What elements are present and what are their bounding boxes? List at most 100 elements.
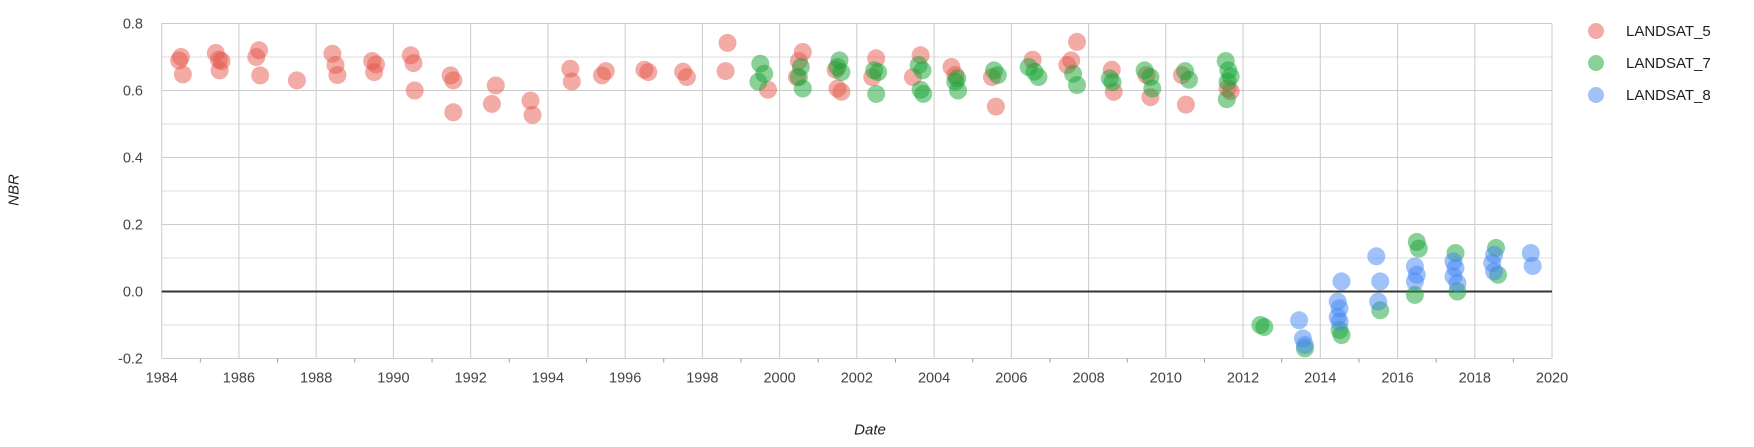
data-point-landsat_5[interactable] [251, 66, 270, 85]
landsat-7-swatch-icon [1588, 55, 1604, 71]
legend-item-landsat-5[interactable]: LANDSAT_5 [1588, 20, 1711, 42]
data-point-landsat_5[interactable] [716, 62, 735, 81]
data-point-landsat_8[interactable] [1405, 272, 1424, 291]
legend-item-landsat-7[interactable]: LANDSAT_7 [1588, 52, 1711, 74]
x-tick-label: 1986 [223, 371, 255, 387]
data-point-landsat_8[interactable] [1448, 274, 1467, 293]
data-point-landsat_5[interactable] [404, 54, 423, 72]
data-point-landsat_5[interactable] [832, 82, 851, 101]
data-point-landsat_7[interactable] [1029, 68, 1048, 87]
x-tick-label: 2000 [763, 371, 795, 387]
data-point-landsat_7[interactable] [914, 84, 933, 103]
data-point-landsat_5[interactable] [523, 106, 542, 124]
data-point-landsat_8[interactable] [1371, 272, 1390, 291]
x-tick-label: 2018 [1459, 371, 1491, 387]
y-tick-label: 0.4 [123, 151, 143, 167]
data-point-landsat_7[interactable] [1068, 76, 1086, 95]
data-point-landsat_5[interactable] [639, 63, 658, 82]
data-point-landsat_8[interactable] [1523, 257, 1542, 275]
data-point-landsat_5[interactable] [210, 61, 229, 80]
data-point-landsat_7[interactable] [1180, 70, 1198, 89]
data-point-landsat_8[interactable] [1332, 272, 1351, 291]
data-point-landsat_5[interactable] [172, 48, 190, 66]
data-point-landsat_5[interactable] [986, 97, 1005, 116]
data-point-landsat_5[interactable] [1062, 51, 1081, 70]
data-point-landsat_5[interactable] [793, 43, 812, 61]
data-point-landsat_8[interactable] [1485, 262, 1504, 281]
data-point-landsat_5[interactable] [173, 65, 192, 84]
x-tick-label: 2008 [1072, 371, 1104, 387]
y-tick-label: 0.8 [123, 17, 143, 33]
data-point-landsat_7[interactable] [1103, 73, 1122, 92]
data-point-landsat_7[interactable] [1409, 239, 1428, 258]
x-tick-label: 1996 [609, 371, 641, 387]
data-point-landsat_5[interactable] [521, 91, 540, 110]
data-point-landsat_5[interactable] [365, 63, 384, 82]
x-tick-label: 2014 [1304, 371, 1336, 387]
data-point-landsat_8[interactable] [1485, 245, 1504, 264]
x-tick-label: 2006 [995, 371, 1027, 387]
data-point-landsat_5[interactable] [718, 33, 737, 52]
legend-label-landsat-8: LANDSAT_8 [1626, 86, 1711, 104]
data-point-landsat_5[interactable] [677, 68, 696, 87]
data-point-landsat_5[interactable] [596, 62, 615, 81]
legend: LANDSAT_5 LANDSAT_7 LANDSAT_8 [1588, 20, 1711, 116]
data-point-landsat_8[interactable] [1367, 247, 1386, 266]
data-point-landsat_7[interactable] [1218, 72, 1237, 91]
data-point-landsat_5[interactable] [328, 66, 347, 85]
x-tick-label: 2004 [918, 371, 950, 387]
landsat-8-swatch-icon [1588, 87, 1604, 103]
data-point-landsat_7[interactable] [755, 64, 774, 83]
data-point-landsat_5[interactable] [444, 103, 463, 122]
y-tick-label: 0.2 [123, 218, 143, 234]
data-point-landsat_7[interactable] [949, 81, 967, 100]
landsat-5-swatch-icon [1588, 23, 1604, 39]
data-point-landsat_7[interactable] [1217, 90, 1236, 109]
data-point-landsat_8[interactable] [1295, 336, 1314, 355]
data-point-landsat_7[interactable] [869, 63, 888, 82]
y-tick-label: 0.0 [123, 285, 143, 301]
data-point-landsat_5[interactable] [486, 76, 505, 95]
data-point-landsat_7[interactable] [1405, 285, 1424, 304]
x-tick-label: 1984 [146, 371, 178, 387]
data-point-landsat_7[interactable] [913, 61, 932, 80]
data-point-landsat_5[interactable] [1176, 95, 1195, 114]
data-point-landsat_8[interactable] [1369, 292, 1388, 311]
data-point-landsat_7[interactable] [1143, 79, 1162, 98]
data-point-landsat_7[interactable] [1255, 318, 1274, 336]
x-tick-label: 2002 [841, 371, 873, 387]
x-tick-label: 1998 [686, 371, 718, 387]
data-point-landsat_7[interactable] [791, 58, 810, 76]
x-tick-label: 1988 [300, 371, 332, 387]
x-axis-title: Date [854, 421, 886, 439]
data-point-landsat_8[interactable] [1330, 312, 1349, 331]
x-tick-label: 2016 [1381, 371, 1413, 387]
y-tick-label: 0.6 [123, 84, 143, 100]
x-tick-label: 1994 [532, 371, 564, 387]
legend-item-landsat-8[interactable]: LANDSAT_8 [1588, 84, 1711, 106]
data-point-landsat_7[interactable] [988, 66, 1007, 85]
y-tick-label: -0.2 [118, 352, 143, 368]
x-tick-label: 2020 [1536, 371, 1568, 387]
data-point-landsat_5[interactable] [287, 71, 306, 90]
data-point-landsat_8[interactable] [1290, 311, 1309, 330]
data-point-landsat_7[interactable] [1332, 326, 1351, 345]
data-point-landsat_7[interactable] [793, 79, 812, 98]
legend-label-landsat-5: LANDSAT_5 [1626, 22, 1711, 40]
legend-label-landsat-7: LANDSAT_7 [1626, 54, 1711, 72]
data-point-landsat_5[interactable] [250, 41, 268, 60]
data-point-landsat_7[interactable] [832, 63, 851, 82]
data-point-landsat_5[interactable] [1068, 32, 1086, 51]
x-tick-label: 2010 [1150, 371, 1182, 387]
data-point-landsat_7[interactable] [867, 84, 886, 103]
x-tick-label: 1990 [377, 371, 409, 387]
data-point-landsat_5[interactable] [562, 72, 581, 91]
data-point-landsat_5[interactable] [444, 71, 463, 90]
x-tick-label: 2012 [1227, 371, 1259, 387]
data-point-landsat_5[interactable] [482, 94, 501, 113]
data-point-landsat_5[interactable] [405, 81, 424, 100]
x-tick-label: 1992 [455, 371, 487, 387]
y-axis-title: NBR [5, 174, 23, 206]
